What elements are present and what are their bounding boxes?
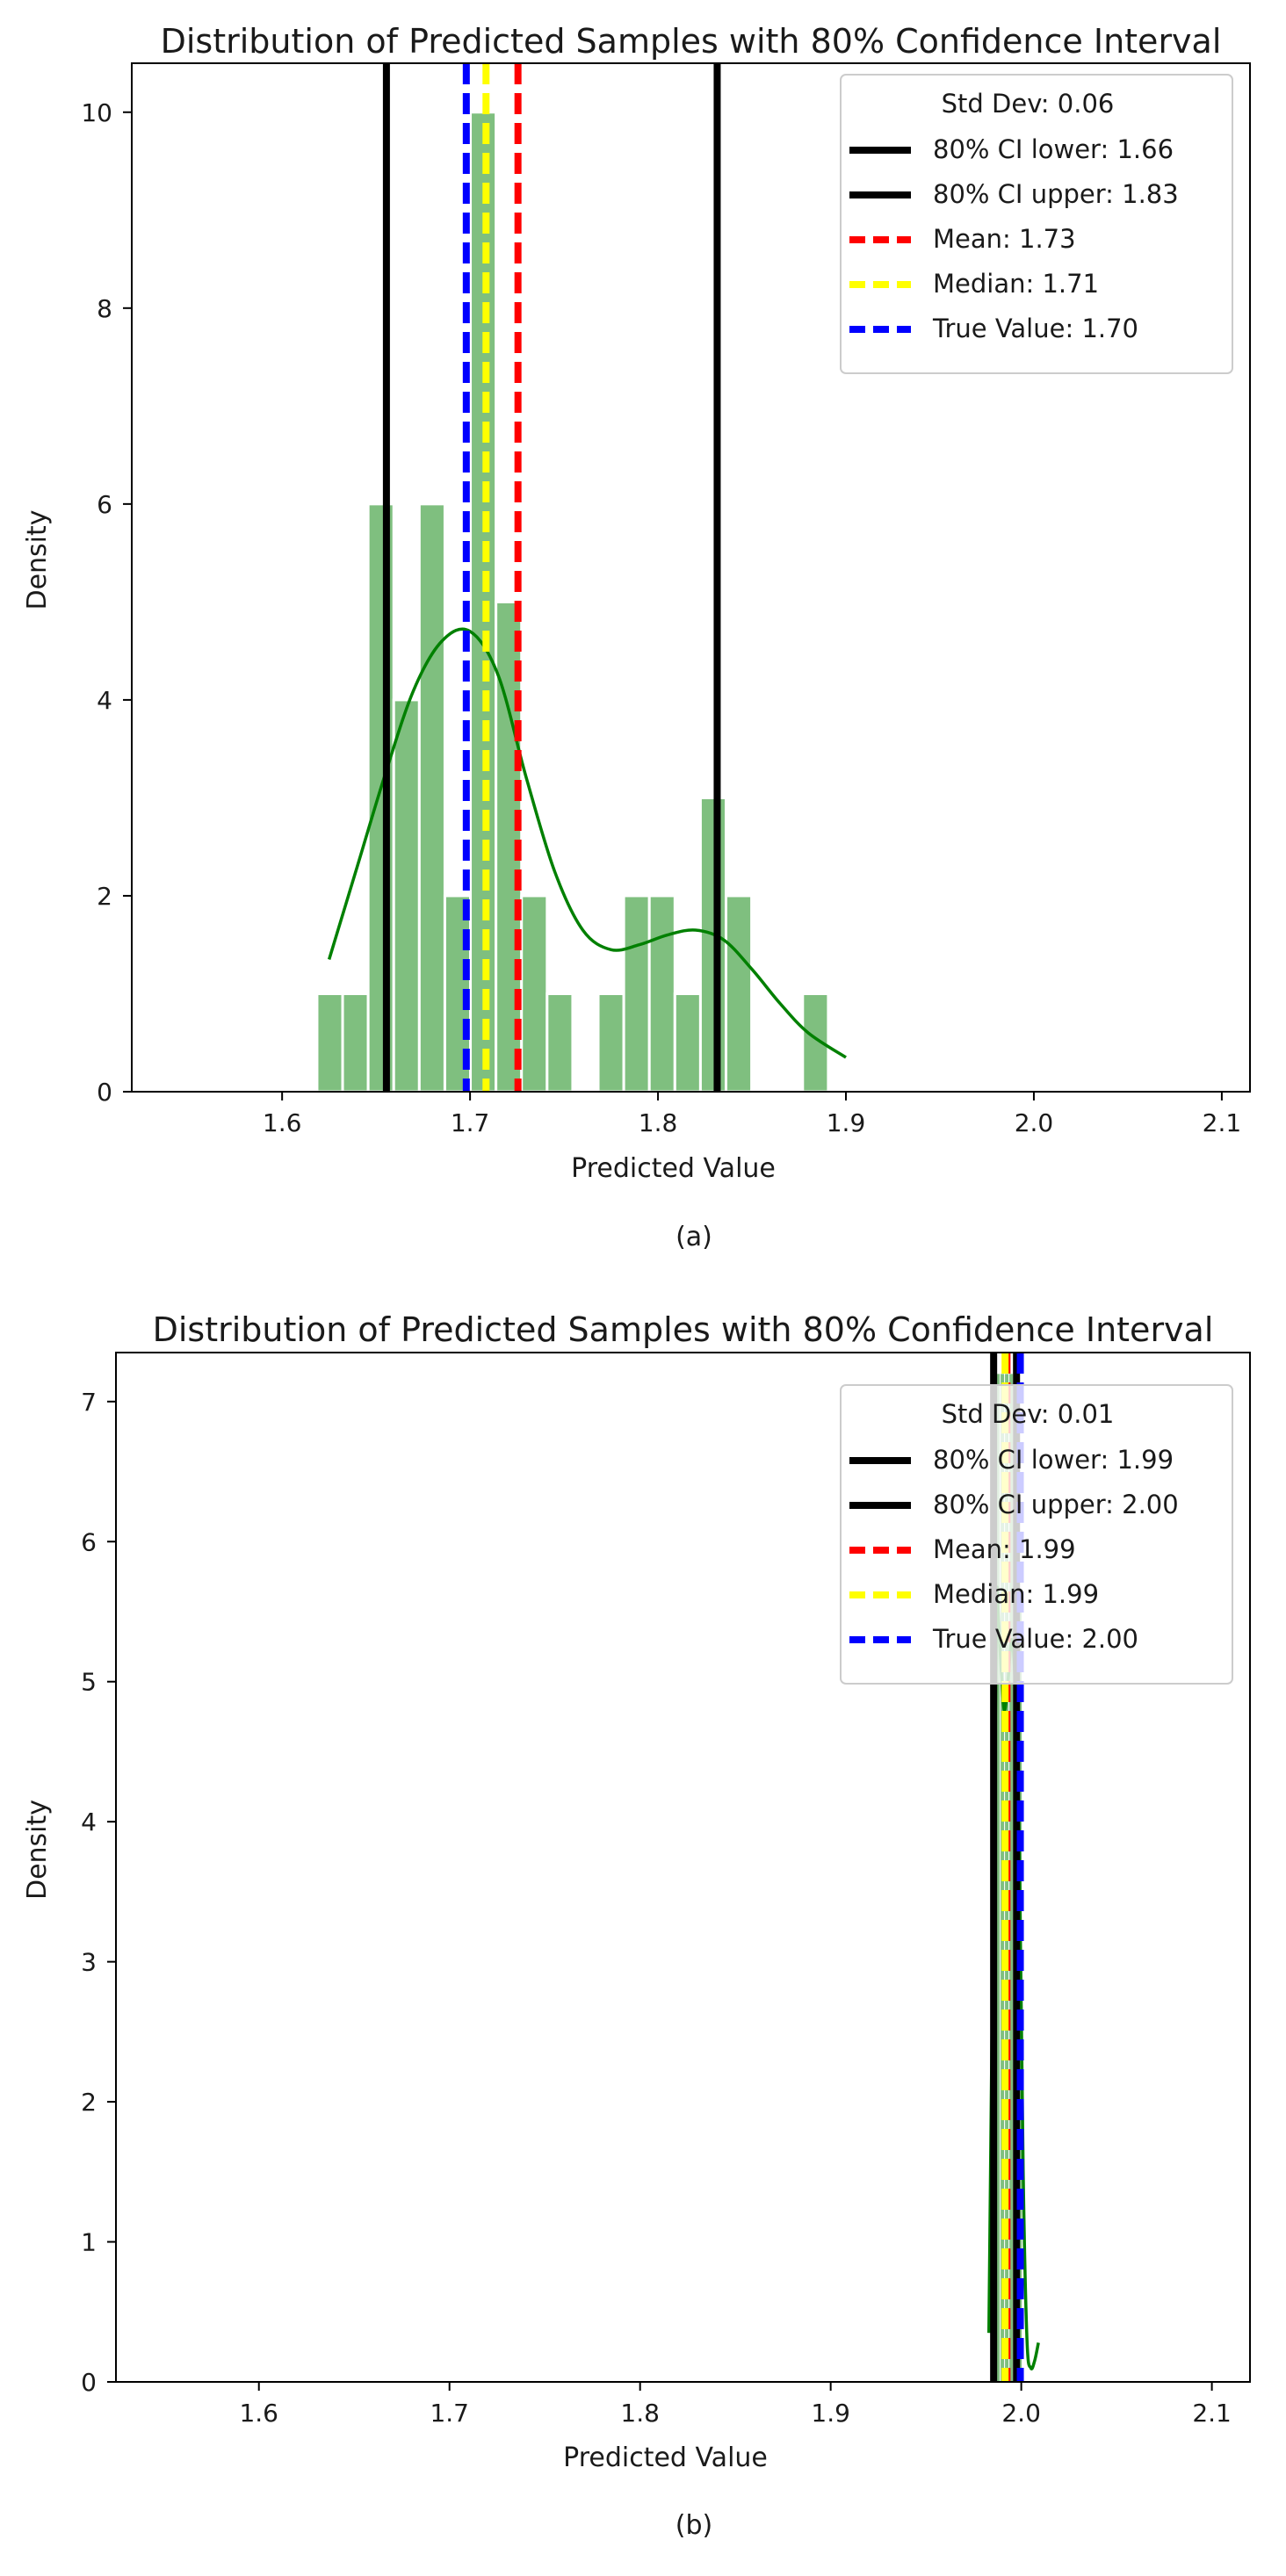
x-tick-label: 1.9 (811, 2399, 850, 2428)
histogram-bar (392, 698, 421, 1093)
chart-panel-b: Distribution of Predicted Samples with 8… (22, 1310, 1251, 2541)
legend: Std Dev: 0.06 80% CI lower: 1.66 80% CI up… (840, 74, 1233, 374)
x-tick-label: 1.7 (451, 1108, 490, 1137)
x-tick-label: 2.0 (1015, 1108, 1054, 1137)
y-tick-label: 2 (97, 882, 112, 911)
y-tick-label: 2 (81, 2088, 97, 2117)
chart-title: Distribution of Predicted Samples with 8… (153, 1310, 1214, 1349)
histogram-bar (725, 894, 754, 1093)
x-axis-label: Predicted Value (571, 1153, 776, 1184)
legend-box (840, 1384, 1233, 1685)
y-tick-label: 7 (81, 1388, 97, 1417)
legend-label: 80% CI lower: 1.99 (933, 1445, 1174, 1475)
x-tick-label: 2.0 (1001, 2399, 1041, 2428)
plot-area-frame (115, 1352, 1251, 2383)
legend: Std Dev: 0.01 80% CI lower: 1.99 80% CI up… (840, 1384, 1233, 1685)
y-axis-label: Density (22, 509, 53, 610)
histogram-bar (673, 992, 702, 1093)
y-tick-label: 0 (97, 1078, 112, 1107)
y-tick-label: 5 (81, 1668, 97, 1697)
histogram-bar (417, 502, 446, 1093)
y-tick-label: 6 (81, 1527, 97, 1556)
legend-box (840, 74, 1233, 374)
figure-caption: (a) (676, 1222, 712, 1252)
y-axis-label: Density (22, 1800, 53, 1900)
y-tick-label: 4 (97, 686, 112, 715)
y-tick-label: 3 (81, 1948, 97, 1977)
y-tick-label: 8 (97, 294, 112, 323)
x-tick-label: 1.8 (639, 1108, 678, 1137)
legend-label: 80% CI lower: 1.66 (933, 134, 1174, 164)
y-tick-label: 4 (81, 1808, 97, 1836)
chart-title: Distribution of Predicted Samples with 8… (161, 22, 1222, 61)
legend-label: Mean: 1.99 (933, 1534, 1076, 1564)
figure-caption: (b) (676, 2510, 712, 2541)
histogram-bar (647, 894, 676, 1093)
legend-label: Mean: 1.73 (933, 224, 1076, 254)
legend-title: Std Dev: 0.06 (942, 89, 1115, 119)
chart-panel-a: Distribution of Predicted Samples with 8… (22, 22, 1251, 1252)
legend-label: Median: 1.71 (933, 269, 1099, 299)
y-tick-label: 6 (97, 490, 112, 519)
legend-label: True Value: 2.00 (932, 1624, 1138, 1654)
histogram-bar (315, 992, 344, 1093)
histogram-bar (545, 992, 574, 1093)
x-tick-label: 1.6 (263, 1108, 302, 1137)
x-tick-label: 2.1 (1203, 1108, 1242, 1137)
x-tick-label: 1.9 (827, 1108, 866, 1137)
plot-area-frame (131, 62, 1251, 1093)
x-tick-label: 1.8 (620, 2399, 660, 2428)
histogram-bar (698, 796, 728, 1093)
legend-label: 80% CI upper: 2.00 (933, 1490, 1179, 1519)
histogram-bar (622, 894, 651, 1093)
y-tick-label: 10 (81, 98, 112, 127)
x-tick-label: 2.1 (1192, 2399, 1232, 2428)
x-tick-label: 1.7 (430, 2399, 469, 2428)
histogram-bar (520, 894, 549, 1093)
legend-label: 80% CI upper: 1.83 (933, 179, 1179, 209)
legend-label: True Value: 1.70 (932, 314, 1138, 343)
x-axis-label: Predicted Value (563, 2443, 768, 2473)
x-tick-label: 1.6 (239, 2399, 278, 2428)
legend-title: Std Dev: 0.01 (942, 1399, 1115, 1429)
y-tick-label: 1 (81, 2228, 97, 2257)
histogram-bar (341, 992, 370, 1093)
kde-curve (327, 627, 847, 1059)
histogram-bar (596, 992, 625, 1093)
y-tick-label: 0 (81, 2368, 97, 2397)
legend-label: Median: 1.99 (933, 1579, 1099, 1609)
